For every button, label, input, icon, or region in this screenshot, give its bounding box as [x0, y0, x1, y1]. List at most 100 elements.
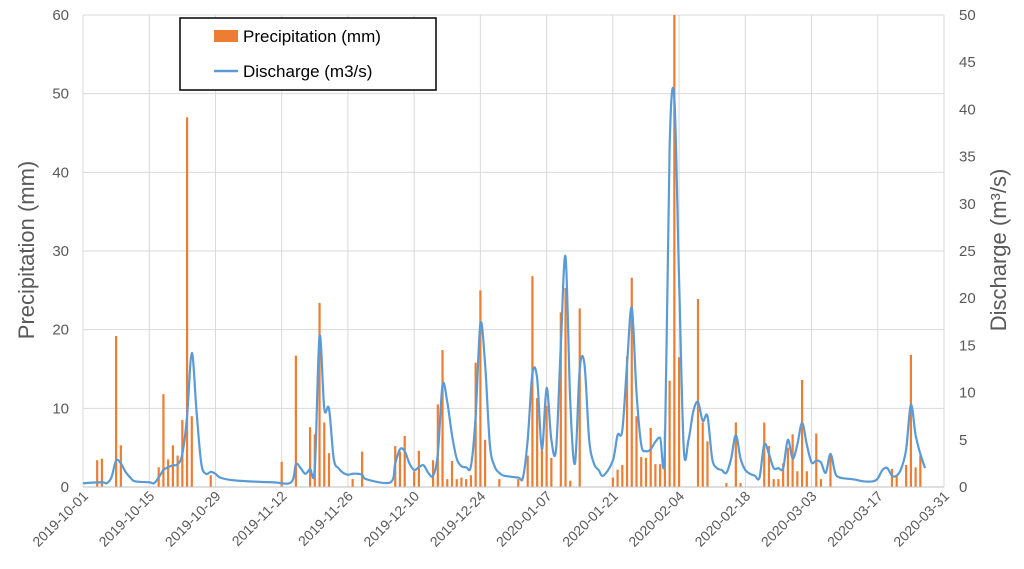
x-tick-label: 2020-01-21 — [559, 488, 621, 550]
y-right-tick-label: 10 — [959, 385, 976, 402]
precipitation-bar — [185, 117, 189, 488]
x-tick-label: 2020-03-31 — [890, 488, 952, 550]
precipitation-bar — [895, 475, 898, 487]
precipitation-bar — [318, 302, 321, 487]
x-tick-label: 2019-11-12 — [229, 488, 290, 549]
precipitation-bar — [919, 455, 922, 487]
y-right-tick-label: 5 — [959, 432, 967, 449]
y-left-tick-label: 10 — [52, 400, 69, 417]
precipitation-bar — [805, 471, 808, 487]
precipitation-bar — [616, 469, 619, 487]
y-left-tick-label: 40 — [52, 164, 69, 181]
y-left-tick-label: 30 — [52, 243, 69, 260]
precipitation-bar — [914, 467, 917, 487]
precipitation-bar — [909, 354, 912, 487]
y-right-tick-label: 20 — [959, 290, 976, 307]
precipitation-bar — [517, 479, 520, 487]
precipitation-bar — [772, 479, 775, 487]
x-tick-label: 2019-10-01 — [29, 488, 91, 550]
precipitation-bar — [498, 479, 501, 487]
x-tick-label: 2019-10-29 — [162, 488, 224, 550]
precipitation-bar — [734, 422, 737, 487]
y-right-tick-label: 25 — [959, 243, 976, 260]
precipitation-bar — [668, 380, 671, 487]
precipitation-bar — [398, 451, 402, 487]
precipitation-bar — [739, 483, 742, 487]
precipitation-bar — [115, 335, 118, 487]
precipitation-bar — [479, 290, 482, 487]
y-right-tick-label: 0 — [959, 479, 967, 496]
y-left-tick-label: 50 — [52, 86, 69, 103]
precipitation-bar — [308, 427, 312, 487]
axis-titles: Precipitation (mm) Discharge (m³/s) — [14, 161, 1011, 339]
precipitation-bar — [701, 422, 704, 487]
precipitation-bar — [905, 464, 908, 487]
precipitation-bar — [323, 422, 326, 487]
legend: Precipitation (mm) Discharge (m3/s) — [179, 17, 437, 91]
precipitation-bar — [796, 471, 799, 487]
precipitation-bar — [536, 398, 539, 487]
precipitation-bar — [725, 483, 728, 487]
precipitation-bar — [621, 464, 624, 487]
discharge-line-layer — [82, 86, 927, 485]
precipitation-bar — [673, 15, 676, 487]
precipitation-bar — [677, 357, 681, 487]
precipitation-bar — [460, 477, 463, 487]
precipitation-bar — [361, 451, 364, 487]
precipitation-bar — [100, 458, 104, 487]
precipitation-bar — [777, 479, 780, 487]
y-axis-left-title: Precipitation (mm) — [14, 161, 39, 339]
precipitation-bar — [465, 479, 468, 487]
precipitation-bar — [119, 445, 122, 487]
precipitation-bar — [526, 455, 529, 487]
precipitation-bar — [630, 277, 633, 487]
precipitation-bar — [162, 394, 165, 487]
precipitation-bar — [800, 380, 804, 487]
precipitation-bar — [829, 453, 832, 487]
x-tick-label: 2020-02-04 — [625, 488, 687, 550]
y-left-tick-label: 20 — [52, 322, 69, 339]
legend-precipitation-swatch — [214, 30, 238, 42]
y-right-tick-label: 45 — [959, 54, 976, 71]
precipitation-bar — [209, 475, 212, 487]
precipitation-bar — [578, 308, 581, 487]
precipitation-bar — [327, 453, 331, 487]
precipitation-bar — [782, 463, 785, 487]
precipitation-bar — [564, 287, 567, 487]
precipitation-bar — [176, 455, 179, 487]
y-left-tick-label: 60 — [52, 7, 69, 24]
precipitation-bar — [413, 471, 416, 487]
x-tick-label: 2019-12-10 — [360, 488, 422, 550]
precipitation-bar — [417, 450, 420, 487]
y-right-tick-label: 30 — [959, 196, 976, 213]
precipitation-bar — [446, 479, 449, 487]
x-tick-label: 2020-03-03 — [758, 488, 820, 550]
precipitation-bar — [640, 457, 643, 487]
precipitation-bar — [649, 428, 652, 487]
precipitation-bar — [550, 457, 553, 487]
x-tick-label: 2020-03-17 — [824, 488, 886, 550]
y-left-tick-label: 0 — [61, 479, 69, 496]
x-tick-label: 2020-02-18 — [691, 488, 753, 550]
y-right-tick-label: 35 — [959, 149, 976, 166]
precipitation-bar — [644, 457, 648, 487]
precipitation-bar — [819, 479, 823, 487]
precipitation-bar — [706, 441, 709, 487]
precipitation-bar — [351, 479, 354, 487]
precipitation-bar — [167, 459, 170, 487]
legend-precipitation-label: Precipitation (mm) — [243, 27, 381, 46]
precipitation-bar — [469, 475, 473, 487]
discharge-line — [82, 86, 927, 485]
y-right-tick-label: 15 — [959, 337, 976, 354]
precipitation-bar — [294, 355, 297, 487]
precipitation-bar — [545, 405, 548, 487]
precipitation-bar — [190, 416, 193, 487]
precipitation-bar — [611, 477, 614, 487]
x-tick-label: 2019-12-24 — [427, 488, 489, 550]
precipitation-bar — [890, 468, 894, 487]
precipitation-bar — [791, 434, 794, 487]
x-tick-label: 2020-01-07 — [493, 488, 555, 550]
precipitation-bar — [763, 422, 766, 487]
x-tick-label: 2019-11-26 — [295, 488, 356, 549]
